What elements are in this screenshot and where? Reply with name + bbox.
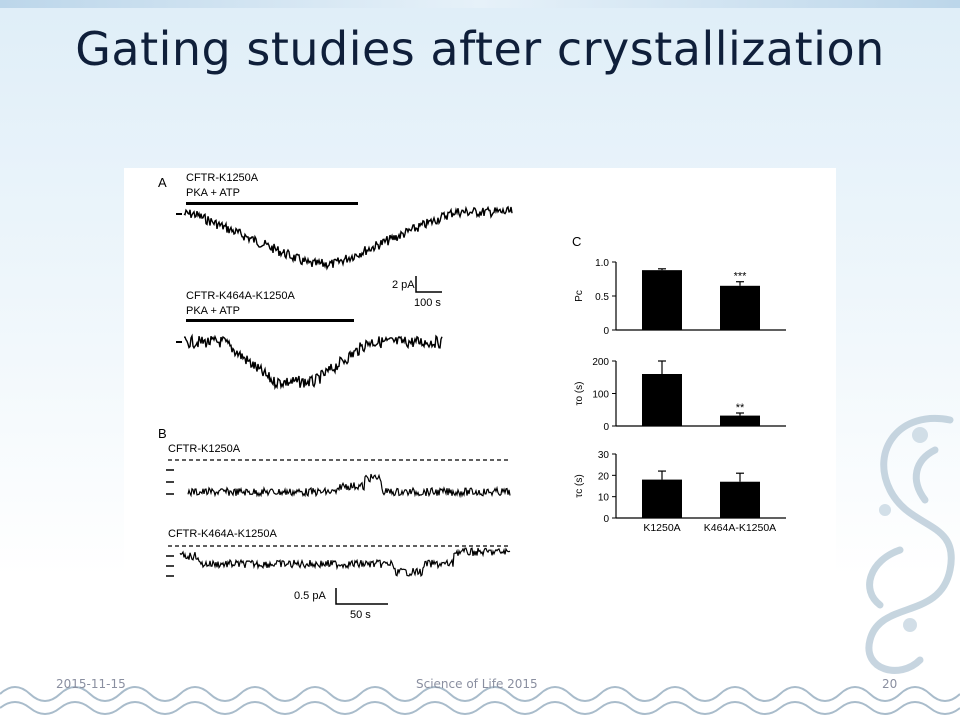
y-tick-label: 0 bbox=[603, 326, 609, 337]
y-tick-label: 200 bbox=[592, 357, 609, 368]
figure-panel: A CFTR-K1250A PKA + ATP 2 pA 100 s CFTR-… bbox=[124, 168, 836, 643]
y-tick-label: 0 bbox=[603, 422, 609, 433]
y-tick-label: 10 bbox=[598, 493, 610, 504]
top-accent-bar bbox=[0, 0, 960, 8]
panel-a-label: A bbox=[158, 175, 167, 190]
y-tick-label: 0 bbox=[603, 514, 609, 525]
bar bbox=[642, 270, 682, 330]
category-label: K1250A bbox=[643, 522, 680, 534]
trace2-bar bbox=[186, 319, 354, 322]
y-tick-label: 100 bbox=[592, 390, 609, 401]
trace2-current bbox=[183, 333, 443, 391]
trace4-level-ticks bbox=[166, 555, 174, 577]
bar bbox=[720, 285, 760, 330]
trace1-treatment: PKA + ATP bbox=[186, 187, 240, 199]
y-axis-label: Pc bbox=[574, 290, 585, 302]
y-tick-label: 20 bbox=[598, 471, 610, 482]
bar bbox=[720, 415, 760, 426]
trace2-name: CFTR-K464A-K1250A bbox=[186, 290, 295, 302]
footer-page-number: 20 bbox=[882, 677, 898, 691]
panel-b-label: B bbox=[158, 426, 167, 441]
bar-charts: 0 0.5 1.0 Pc *** 0 100 200 τo (s) ** 0 10 20 30 τc (s)… bbox=[574, 258, 786, 534]
y-tick-label: 0.5 bbox=[595, 292, 609, 303]
y-axis-label: τc (s) bbox=[574, 474, 585, 497]
significance-marker: *** bbox=[734, 271, 748, 283]
bar bbox=[720, 481, 760, 518]
y-axis-label: τo (s) bbox=[574, 382, 585, 406]
scale-b-x: 50 s bbox=[350, 609, 371, 621]
footer-center-text: Science of Life 2015 bbox=[416, 677, 538, 691]
trace2-treatment: PKA + ATP bbox=[186, 305, 240, 317]
slide-title: Gating studies after crystallization bbox=[75, 22, 885, 76]
wave-footer-ornament bbox=[0, 686, 960, 715]
scale-a-bar bbox=[415, 276, 442, 293]
trace3-level-ticks bbox=[166, 469, 174, 495]
scale-a-y: 2 pA bbox=[392, 279, 415, 291]
trace1-bar bbox=[186, 202, 358, 205]
footer-date: 2015-11-15 bbox=[56, 677, 126, 691]
trace1-name: CFTR-K1250A bbox=[186, 172, 259, 184]
scale-b-y: 0.5 pA bbox=[294, 590, 326, 602]
dragon-ornament-icon bbox=[865, 415, 955, 674]
trace3-name: CFTR-K1250A bbox=[168, 443, 241, 455]
trace4-current bbox=[179, 547, 511, 578]
bar bbox=[642, 479, 682, 518]
trace4-name: CFTR-K464A-K1250A bbox=[168, 528, 277, 540]
scale-b-bar bbox=[335, 588, 388, 605]
category-label: K464A-K1250A bbox=[704, 522, 776, 534]
scale-a-x: 100 s bbox=[414, 297, 441, 309]
bar bbox=[642, 374, 682, 426]
figure-svg: A CFTR-K1250A PKA + ATP 2 pA 100 s CFTR-… bbox=[158, 172, 786, 621]
panel-c-label: C bbox=[572, 234, 581, 249]
significance-marker: ** bbox=[736, 402, 745, 414]
trace3-current bbox=[187, 473, 511, 499]
trace1-current bbox=[183, 205, 513, 271]
y-tick-label: 1.0 bbox=[595, 258, 609, 269]
y-tick-label: 30 bbox=[598, 450, 610, 461]
